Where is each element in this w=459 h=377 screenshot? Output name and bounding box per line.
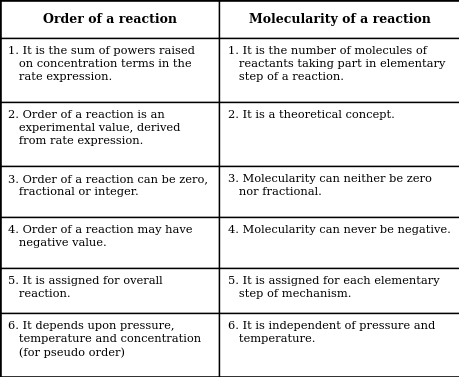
Bar [219,313,459,377]
Text: 6. It is independent of pressure and
   temperature.: 6. It is independent of pressure and tem… [227,321,434,344]
Text: Molecularity of a reaction: Molecularity of a reaction [248,12,430,26]
Bar [0,38,219,102]
Bar [219,0,459,38]
Bar [0,217,219,268]
Bar [219,102,459,166]
Text: 4. Order of a reaction may have
   negative value.: 4. Order of a reaction may have negative… [8,225,192,248]
Bar [0,166,219,217]
Text: 3. Molecularity can neither be zero
   nor fractional.: 3. Molecularity can neither be zero nor … [227,174,431,197]
Text: Order of a reaction: Order of a reaction [43,12,176,26]
Bar [0,313,219,377]
Bar [0,268,219,313]
Text: 6. It depends upon pressure,
   temperature and concentration
   (for pseudo ord: 6. It depends upon pressure, temperature… [8,321,201,358]
Text: 2. It is a theoretical concept.: 2. It is a theoretical concept. [227,110,394,120]
Bar [219,166,459,217]
Text: 2. Order of a reaction is an
   experimental value, derived
   from rate express: 2. Order of a reaction is an experimenta… [8,110,180,146]
Text: 4. Molecularity can never be negative.: 4. Molecularity can never be negative. [227,225,450,235]
Text: 1. It is the sum of powers raised
   on concentration terms in the
   rate expre: 1. It is the sum of powers raised on con… [8,46,195,82]
Bar [0,102,219,166]
Text: 5. It is assigned for each elementary
   step of mechanism.: 5. It is assigned for each elementary st… [227,276,438,299]
Bar [219,217,459,268]
Bar [219,268,459,313]
Text: 5. It is assigned for overall
   reaction.: 5. It is assigned for overall reaction. [8,276,162,299]
Bar [0,0,219,38]
Text: 1. It is the number of molecules of
   reactants taking part in elementary
   st: 1. It is the number of molecules of reac… [227,46,444,82]
Text: 3. Order of a reaction can be zero,
   fractional or integer.: 3. Order of a reaction can be zero, frac… [8,174,208,197]
Bar [219,38,459,102]
